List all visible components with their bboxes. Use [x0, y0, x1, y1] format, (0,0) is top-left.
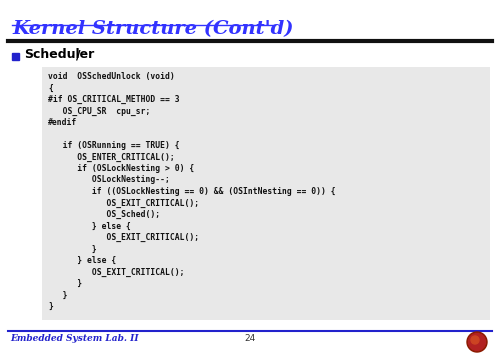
Text: OS_EXIT_CRITICAL();: OS_EXIT_CRITICAL();: [48, 268, 184, 277]
Text: if (OSLockNesting > 0) {: if (OSLockNesting > 0) {: [48, 164, 194, 173]
Circle shape: [468, 334, 485, 351]
Text: {: {: [48, 84, 53, 92]
Text: Kernel Structure (Cont'd): Kernel Structure (Cont'd): [12, 20, 294, 38]
Text: OS_Sched();: OS_Sched();: [48, 210, 160, 219]
Text: if ((OSLockNesting == 0) && (OSIntNesting == 0)) {: if ((OSLockNesting == 0) && (OSIntNestin…: [48, 187, 336, 196]
Text: }: }: [48, 245, 97, 253]
Text: OS_EXIT_CRITICAL();: OS_EXIT_CRITICAL();: [48, 233, 199, 242]
Bar: [12, 53, 19, 60]
FancyBboxPatch shape: [42, 67, 490, 320]
Circle shape: [467, 332, 487, 352]
Text: #endif: #endif: [48, 118, 77, 127]
Text: }: }: [48, 291, 68, 299]
Text: Scheduler: Scheduler: [24, 48, 94, 61]
Text: if (OSRunning == TRUE) {: if (OSRunning == TRUE) {: [48, 141, 180, 150]
Text: 24: 24: [244, 334, 256, 343]
Text: void  OSSchedUnlock (void): void OSSchedUnlock (void): [48, 72, 175, 81]
Text: OS_ENTER_CRITICAL();: OS_ENTER_CRITICAL();: [48, 152, 175, 162]
Text: /: /: [76, 48, 80, 61]
Text: Embedded System Lab. II: Embedded System Lab. II: [10, 334, 138, 343]
Text: #if OS_CRITICAL_METHOD == 3: #if OS_CRITICAL_METHOD == 3: [48, 95, 180, 104]
Text: OS_CPU_SR  cpu_sr;: OS_CPU_SR cpu_sr;: [48, 107, 150, 116]
Circle shape: [471, 336, 479, 344]
Text: }: }: [48, 279, 82, 288]
Text: OS_EXIT_CRITICAL();: OS_EXIT_CRITICAL();: [48, 198, 199, 208]
Text: }: }: [48, 302, 53, 311]
Text: } else {: } else {: [48, 221, 131, 231]
Text: } else {: } else {: [48, 256, 116, 265]
Text: OSLockNesting--;: OSLockNesting--;: [48, 175, 170, 185]
